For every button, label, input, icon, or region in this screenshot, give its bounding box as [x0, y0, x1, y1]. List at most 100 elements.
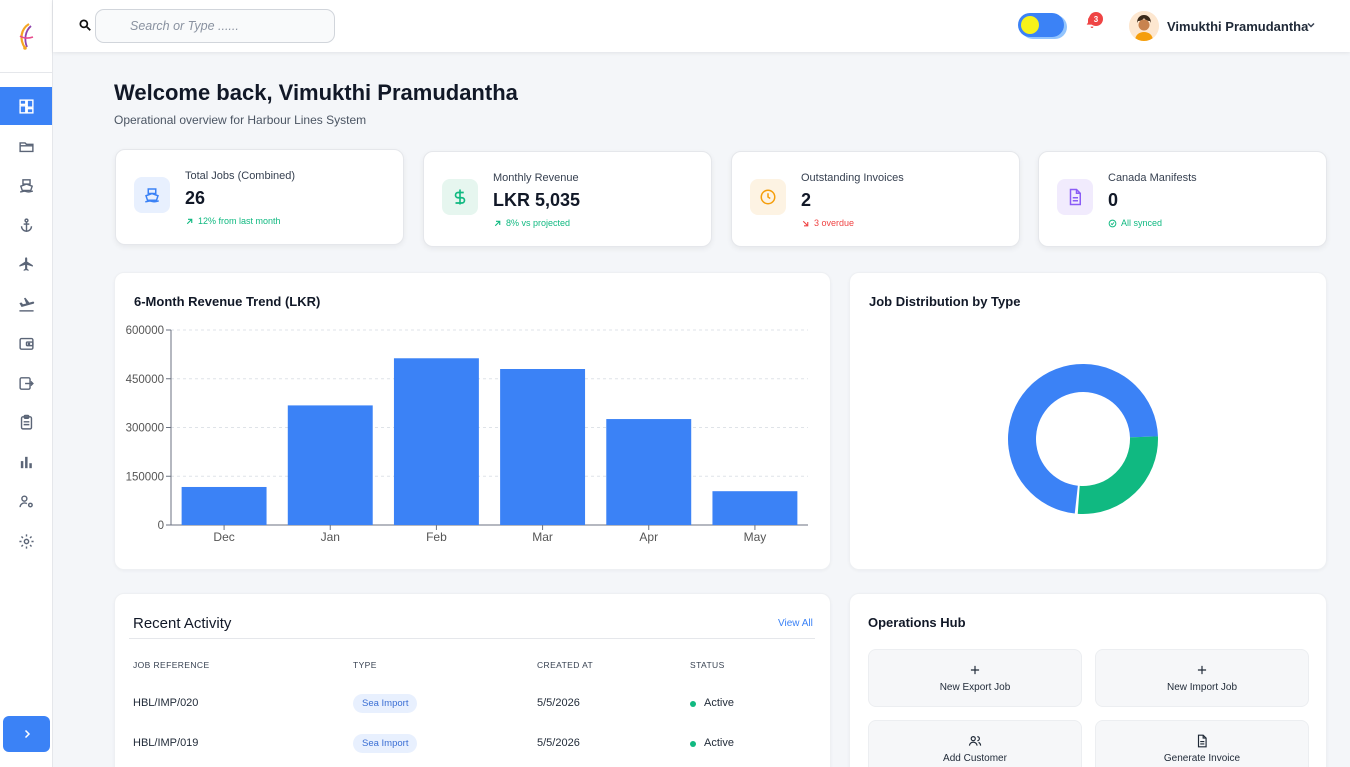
recent-activity-title: Recent Activity — [133, 615, 232, 632]
column-header[interactable]: TYPE — [353, 660, 377, 670]
avatar[interactable] — [1129, 11, 1159, 41]
sidebar-item-settings[interactable] — [0, 522, 52, 560]
recent-activity-panel: Recent Activity View All JOB REFERENCE T… — [114, 593, 831, 767]
generate-invoice-button[interactable]: Generate Invoice — [1095, 720, 1309, 767]
status-text: Active — [704, 737, 734, 749]
arrow-up-right-icon — [494, 220, 501, 226]
search-icon[interactable] — [78, 18, 92, 32]
column-header[interactable]: STATUS — [690, 660, 725, 670]
operations-hub-title: Operations Hub — [868, 615, 966, 630]
y-tick-label: 450000 — [126, 374, 164, 386]
sidebar-item-sea[interactable] — [0, 166, 52, 204]
plus-icon — [970, 665, 980, 675]
sidebar-item-port[interactable] — [0, 206, 52, 244]
sidebar-item-users[interactable] — [0, 482, 52, 520]
action-label: New Import Job — [1166, 682, 1238, 693]
y-tick-label: 300000 — [126, 423, 164, 435]
new-export-job-button[interactable]: New Export Job — [868, 649, 1082, 707]
ship-icon — [145, 188, 159, 203]
x-tick-label: Dec — [213, 530, 234, 544]
stat-trend: 8% vs projected — [493, 218, 570, 228]
x-tick-label: May — [744, 530, 767, 544]
stat-value: LKR 5,035 — [493, 190, 581, 210]
type-badge: Sea Import — [353, 734, 418, 753]
gear-icon — [18, 533, 34, 549]
view-all-link[interactable]: View All — [778, 618, 813, 629]
bar-feb — [393, 358, 479, 525]
arrow-up-right-icon — [186, 218, 193, 224]
bar-dec — [181, 486, 267, 525]
user-settings-icon — [18, 494, 33, 508]
status-dot — [690, 701, 696, 707]
stat-icon-wrap — [1057, 179, 1093, 215]
column-header[interactable]: JOB REFERENCE — [133, 660, 210, 670]
bar-jan — [287, 405, 373, 525]
wallet-icon — [18, 337, 34, 350]
status-text: Active — [704, 697, 734, 709]
sidebar-item-dashboard[interactable] — [0, 87, 52, 125]
x-tick-label: Mar — [532, 530, 553, 544]
new-import-job-button[interactable]: New Import Job — [1095, 649, 1309, 707]
action-label: New Export Job — [939, 682, 1011, 693]
bar-may — [712, 491, 798, 525]
topbar: 3 Vimukthi Pramudantha — [53, 0, 1350, 52]
sidebar-item-air-import[interactable] — [0, 285, 52, 323]
job-reference[interactable]: HBL/IMP/019 — [133, 737, 199, 749]
stat-icon-wrap — [750, 179, 786, 215]
stat-card-canada-manifests: Canada Manifests 0 All synced — [1038, 151, 1327, 247]
revenue-bar-chart: 0 150000 300000 450000 600000 Dec Jan Feb Mar Apr… — [126, 325, 808, 544]
avatar-illustration — [1129, 11, 1159, 41]
job-reference[interactable]: HBL/IMP/020 — [133, 697, 199, 709]
dollar-icon — [454, 189, 466, 205]
y-tick-label: 150000 — [126, 471, 164, 483]
folder-icon — [18, 141, 34, 152]
check-circle-icon — [1108, 219, 1117, 227]
page-title: Welcome back, Vimukthi Pramudantha — [114, 80, 518, 105]
dashboard-icon — [18, 98, 34, 114]
sidebar-item-folders[interactable] — [0, 127, 52, 165]
sidebar-expand-button[interactable] — [3, 716, 50, 752]
stat-trend-text: 8% vs projected — [506, 218, 571, 228]
stat-trend: 12% from last month — [185, 216, 281, 226]
clock-icon — [760, 189, 776, 205]
page-subtitle: Operational overview for Harbour Lines S… — [114, 113, 367, 127]
stat-trend-text: All synced — [1121, 218, 1163, 228]
add-customer-button[interactable]: Add Customer — [868, 720, 1082, 767]
toggle-knob — [1021, 16, 1039, 34]
stat-trend: 3 overdue — [801, 218, 854, 228]
x-tick-label: Jan — [321, 530, 340, 544]
logo-icon — [19, 23, 34, 50]
bar-mar — [500, 369, 586, 525]
job-distribution-donut — [1008, 364, 1158, 514]
anchor-icon — [20, 217, 32, 232]
stat-trend: All synced — [1108, 218, 1162, 228]
distribution-panel: Job Distribution by Type — [849, 272, 1327, 570]
stat-label: Canada Manifests — [1108, 172, 1197, 184]
users-icon — [968, 736, 982, 746]
stat-icon-wrap — [134, 177, 170, 213]
type-badge: Sea Import — [353, 694, 418, 713]
sidebar-item-wallet[interactable] — [0, 324, 52, 362]
document-icon — [1197, 734, 1207, 748]
stat-trend-text: 3 overdue — [814, 218, 855, 228]
search-input[interactable] — [95, 9, 335, 43]
stat-card-outstanding-invoices: Outstanding Invoices 2 3 overdue — [731, 151, 1020, 247]
theme-toggle[interactable] — [1018, 13, 1064, 37]
created-at: 5/5/2026 — [537, 697, 580, 709]
stat-value: 2 — [801, 190, 812, 210]
stat-trend-text: 12% from last month — [198, 216, 281, 226]
action-label: Add Customer — [943, 753, 1007, 764]
user-name[interactable]: Vimukthi Pramudantha — [1167, 19, 1309, 34]
sidebar-item-export[interactable] — [0, 364, 52, 402]
arrow-down-right-icon — [802, 220, 809, 226]
column-header[interactable]: CREATED AT — [537, 660, 594, 670]
sidebar-item-analytics[interactable] — [0, 443, 52, 481]
plane-landing-icon — [18, 297, 34, 312]
app-logo[interactable] — [0, 0, 52, 73]
chevron-down-icon[interactable] — [1305, 19, 1317, 31]
sidebar-item-reports[interactable] — [0, 403, 52, 441]
document-icon — [1069, 188, 1081, 206]
x-tick-label: Feb — [426, 530, 447, 544]
plane-icon — [18, 256, 33, 271]
sidebar-item-air-export[interactable] — [0, 245, 52, 283]
